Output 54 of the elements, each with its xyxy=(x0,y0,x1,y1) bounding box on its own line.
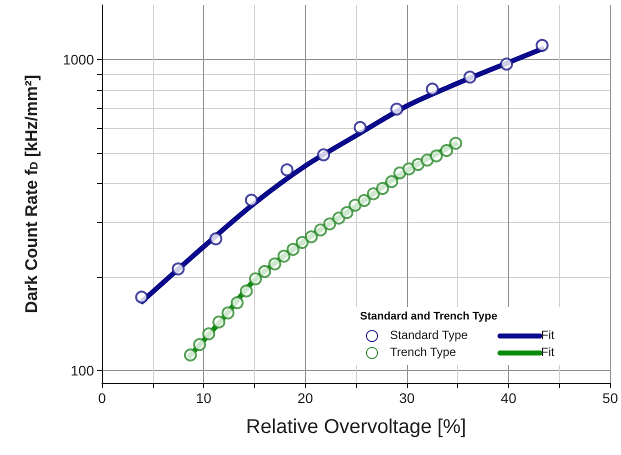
point xyxy=(463,70,476,84)
point xyxy=(348,198,362,212)
point xyxy=(244,194,258,207)
legend-label: Standard Type xyxy=(390,328,468,342)
point xyxy=(286,242,300,256)
point xyxy=(258,264,272,278)
point xyxy=(430,149,443,162)
point xyxy=(366,187,380,200)
point xyxy=(280,163,294,176)
y-axis-title: Dark Count Rate fD [kHz/mm²] xyxy=(22,74,41,314)
point xyxy=(376,182,390,195)
point xyxy=(536,38,549,52)
point xyxy=(172,262,185,276)
point xyxy=(426,82,439,96)
point xyxy=(500,58,514,71)
point xyxy=(222,306,235,320)
point xyxy=(390,102,404,116)
legend-title: Standard and Trench Type xyxy=(360,310,498,322)
point xyxy=(212,316,226,329)
point xyxy=(385,175,398,188)
point xyxy=(248,272,262,286)
point xyxy=(268,257,282,270)
x-tick-label: 50 xyxy=(602,390,618,406)
point xyxy=(277,250,290,263)
y-tick-label: 1000 xyxy=(62,52,94,68)
point xyxy=(193,338,206,352)
point xyxy=(317,148,330,162)
point xyxy=(230,296,244,310)
point xyxy=(340,206,354,220)
x-tick-label: 20 xyxy=(297,390,314,406)
point xyxy=(358,194,371,208)
x-tick-label: 10 xyxy=(196,390,212,406)
point xyxy=(440,144,454,158)
x-tick-label: 40 xyxy=(500,390,517,406)
legend-label: Fit xyxy=(541,345,555,359)
point xyxy=(449,136,462,150)
legend-label: Trench Type xyxy=(390,345,456,359)
x-axis-title: Relative Overvoltage [%] xyxy=(246,416,466,438)
point xyxy=(412,158,425,171)
point xyxy=(304,230,318,244)
point xyxy=(314,223,328,236)
x-tick-label: 0 xyxy=(98,390,106,406)
legend-label: Fit xyxy=(541,328,555,342)
point xyxy=(354,120,367,134)
point xyxy=(209,232,222,246)
point xyxy=(202,327,216,340)
point xyxy=(323,217,336,230)
point xyxy=(296,236,309,249)
point xyxy=(184,348,197,362)
point xyxy=(240,284,253,298)
point xyxy=(135,290,148,304)
y-tick-label: 100 xyxy=(70,362,94,378)
point xyxy=(402,162,416,176)
x-tick-label: 30 xyxy=(399,390,415,406)
